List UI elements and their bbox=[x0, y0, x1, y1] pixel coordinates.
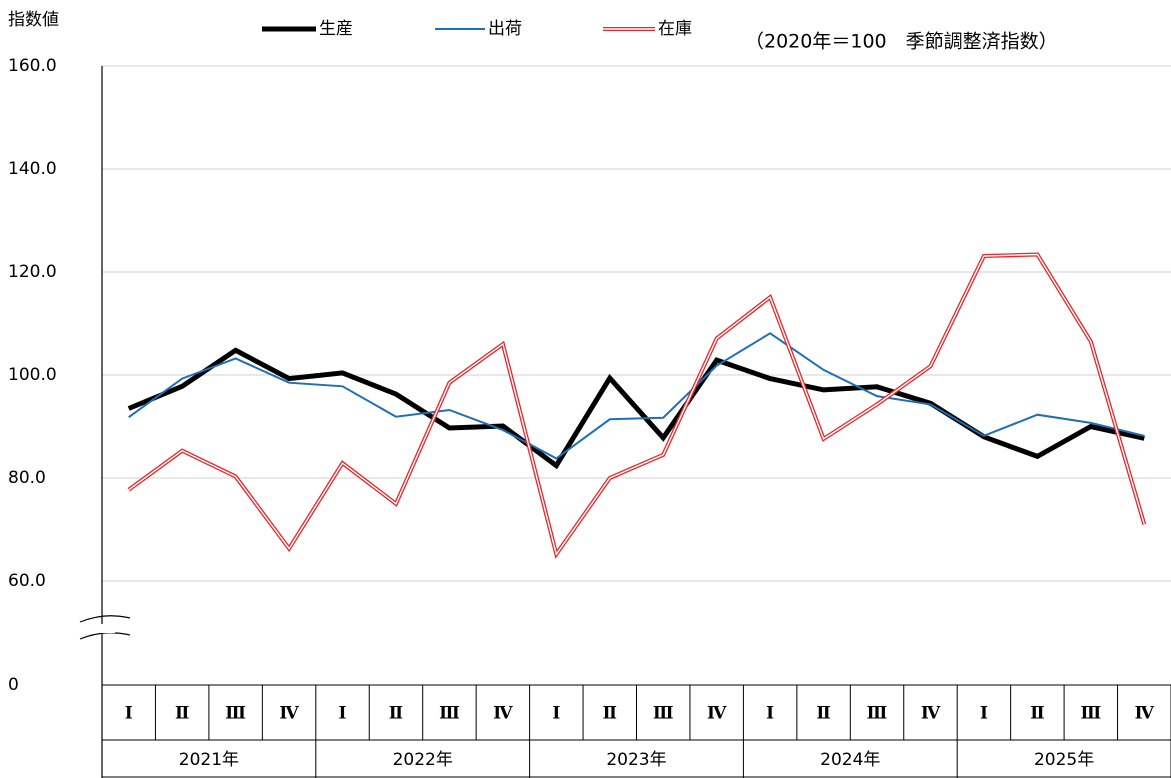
y-tick-label: 0 bbox=[8, 675, 19, 695]
x-tick-label: Ⅰ bbox=[766, 704, 774, 724]
x-tick-label: Ⅲ bbox=[225, 704, 246, 724]
x-tick-label: Ⅱ bbox=[1030, 704, 1044, 724]
y-tick-label: 160.0 bbox=[8, 56, 57, 76]
axis-break-gap bbox=[95, 624, 115, 633]
x-tick-label: Ⅳ bbox=[921, 704, 941, 724]
legend-label: 在庫 bbox=[658, 19, 692, 39]
y-tick-label: 60.0 bbox=[8, 571, 46, 591]
x-tick-label: Ⅱ bbox=[816, 704, 830, 724]
x-tick-label: Ⅲ bbox=[653, 704, 674, 724]
x-tick-label: Ⅳ bbox=[493, 704, 513, 724]
group-label: 2025年 bbox=[1034, 750, 1094, 770]
x-tick-label: Ⅳ bbox=[707, 704, 727, 724]
group-label: 2021年 bbox=[179, 750, 239, 770]
series-line bbox=[127, 347, 1145, 470]
x-tick-label: Ⅱ bbox=[603, 704, 617, 724]
x-tick-label: Ⅰ bbox=[980, 704, 988, 724]
group-label: 2023年 bbox=[606, 750, 666, 770]
y-tick-label: 140.0 bbox=[8, 159, 57, 179]
x-tick-label: Ⅰ bbox=[552, 704, 560, 724]
group-label: 2024年 bbox=[820, 750, 880, 770]
x-tick-label: Ⅳ bbox=[1135, 704, 1155, 724]
note: （2020年＝100 季節調整済指数） bbox=[745, 31, 1058, 53]
x-tick-label: Ⅰ bbox=[125, 704, 133, 724]
y-tick-label: 100.0 bbox=[8, 365, 57, 385]
x-tick-label: Ⅰ bbox=[339, 704, 347, 724]
x-tick-label: Ⅱ bbox=[175, 704, 189, 724]
legend-label: 生産 bbox=[319, 19, 353, 39]
series-line bbox=[128, 332, 1145, 460]
group-label: 2022年 bbox=[393, 750, 453, 770]
series-line-inner bbox=[128, 253, 1145, 556]
x-tick-label: Ⅲ bbox=[1080, 704, 1101, 724]
y-tick-label: 120.0 bbox=[8, 262, 57, 282]
plot-area bbox=[101, 65, 1171, 778]
x-tick-label: Ⅲ bbox=[867, 704, 888, 724]
y-axis-label: 指数値 bbox=[8, 10, 59, 30]
x-tick-label: Ⅳ bbox=[279, 704, 299, 724]
x-tick-label: Ⅲ bbox=[439, 704, 460, 724]
y-tick-label: 80.0 bbox=[8, 468, 46, 488]
legend-label: 出荷 bbox=[488, 19, 522, 39]
x-tick-label: Ⅱ bbox=[389, 704, 403, 724]
